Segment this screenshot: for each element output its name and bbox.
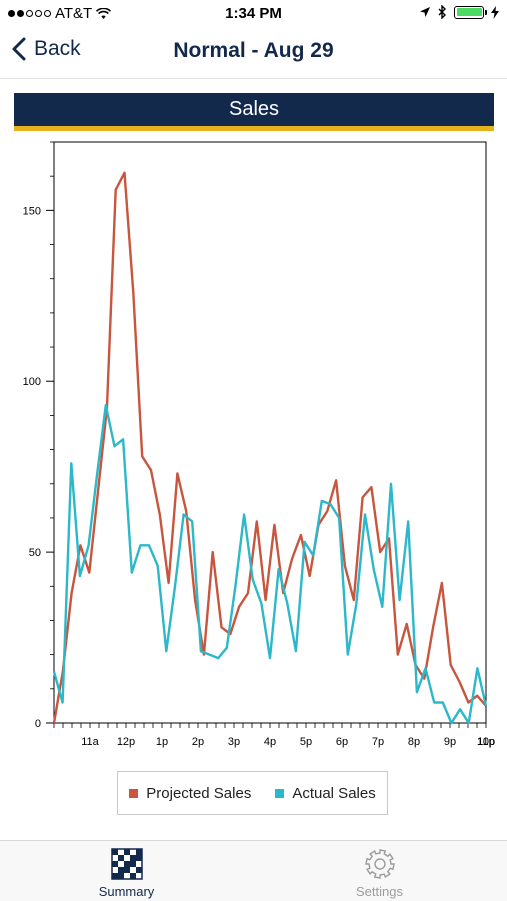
- y-tick-label: 100: [23, 376, 41, 388]
- tab-settings-label: Settings: [356, 884, 403, 899]
- chart-legend: Projected Sales Actual Sales: [117, 771, 388, 815]
- charging-icon: [491, 5, 499, 19]
- nav-bar: Back Normal - Aug 29: [0, 26, 507, 79]
- page-title: Normal - Aug 29: [173, 39, 334, 62]
- tab-bar: Summary Settings: [0, 840, 507, 901]
- back-button[interactable]: Back: [12, 37, 81, 61]
- location-icon: [420, 7, 430, 17]
- gear-icon: [365, 849, 395, 879]
- wifi-icon: [96, 7, 112, 19]
- x-tick-label: 7p: [372, 736, 384, 748]
- x-tick-label: 5p: [300, 736, 312, 748]
- y-tick-label: 50: [29, 547, 41, 559]
- chevron-left-icon: [12, 37, 26, 61]
- x-tick-label: 8p: [408, 736, 420, 748]
- legend-swatch-projected: [129, 788, 139, 798]
- bluetooth-icon: [438, 5, 446, 19]
- x-tick-label: 12p: [117, 736, 135, 748]
- legend-label-projected: Projected Sales: [146, 784, 252, 802]
- x-tick-label: 1p: [156, 736, 168, 748]
- x-tick-label: 11a: [81, 736, 99, 748]
- y-tick-label: 0: [35, 718, 41, 730]
- carrier-label: AT&T: [55, 5, 93, 22]
- series-line-actual: [52, 404, 488, 725]
- x-tick-label: 11p: [477, 736, 495, 748]
- y-tick-label: 150: [23, 205, 41, 217]
- signal-dots-icon: [8, 10, 51, 17]
- plot-frame: [53, 141, 487, 724]
- series-line-projected: [52, 171, 487, 724]
- tab-summary-label: Summary: [98, 884, 155, 899]
- status-time: 1:34 PM: [225, 5, 282, 22]
- back-label: Back: [34, 37, 81, 60]
- legend-swatch-actual: [275, 788, 285, 798]
- grid-icon: [111, 848, 143, 880]
- battery-icon: [454, 5, 487, 19]
- x-tick-label: 10p: [477, 736, 495, 748]
- legend-item-actual: Actual Sales: [275, 784, 376, 802]
- legend-label-actual: Actual Sales: [292, 784, 376, 802]
- x-tick-label: 3p: [228, 736, 240, 748]
- tab-settings[interactable]: Settings: [253, 841, 506, 901]
- x-tick-label: 4p: [264, 736, 276, 748]
- x-tick-label: 9p: [444, 736, 456, 748]
- x-tick-label: 6p: [336, 736, 348, 748]
- status-bar: AT&T 1:34 PM: [0, 0, 507, 26]
- x-tick-label: 2p: [192, 736, 204, 748]
- tab-summary[interactable]: Summary: [0, 841, 253, 901]
- legend-item-projected: Projected Sales: [129, 785, 251, 802]
- section-title: Sales: [14, 93, 494, 131]
